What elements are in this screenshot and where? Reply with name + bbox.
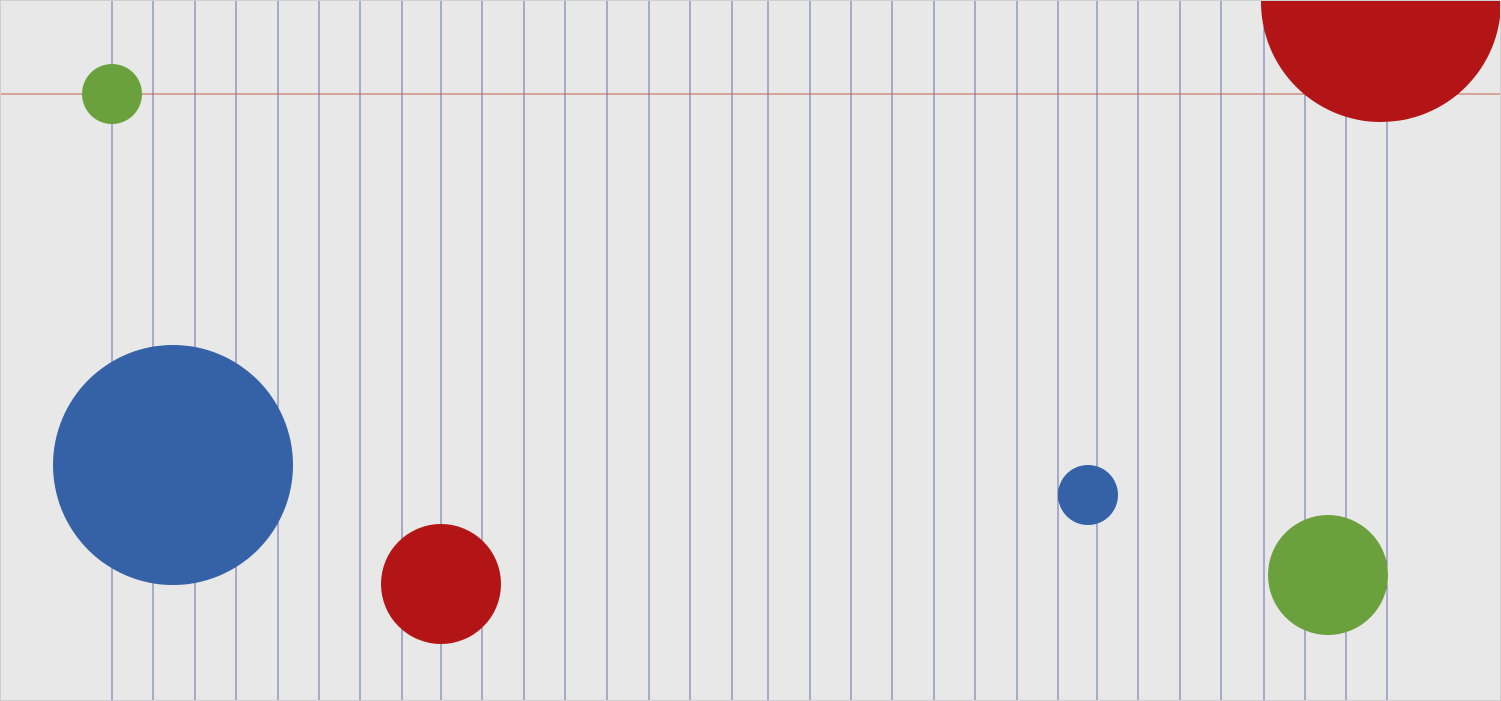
circle-group bbox=[53, 1, 1501, 644]
small-green-circle-top-left bbox=[82, 64, 142, 124]
red-circle-bottom-center-left bbox=[381, 524, 501, 644]
vertical-grid-lines bbox=[112, 1, 1387, 701]
large-blue-circle-left bbox=[53, 345, 293, 585]
small-blue-circle-right bbox=[1058, 465, 1118, 525]
green-circle-bottom-right bbox=[1268, 515, 1388, 635]
large-red-circle-top-right bbox=[1261, 1, 1501, 122]
